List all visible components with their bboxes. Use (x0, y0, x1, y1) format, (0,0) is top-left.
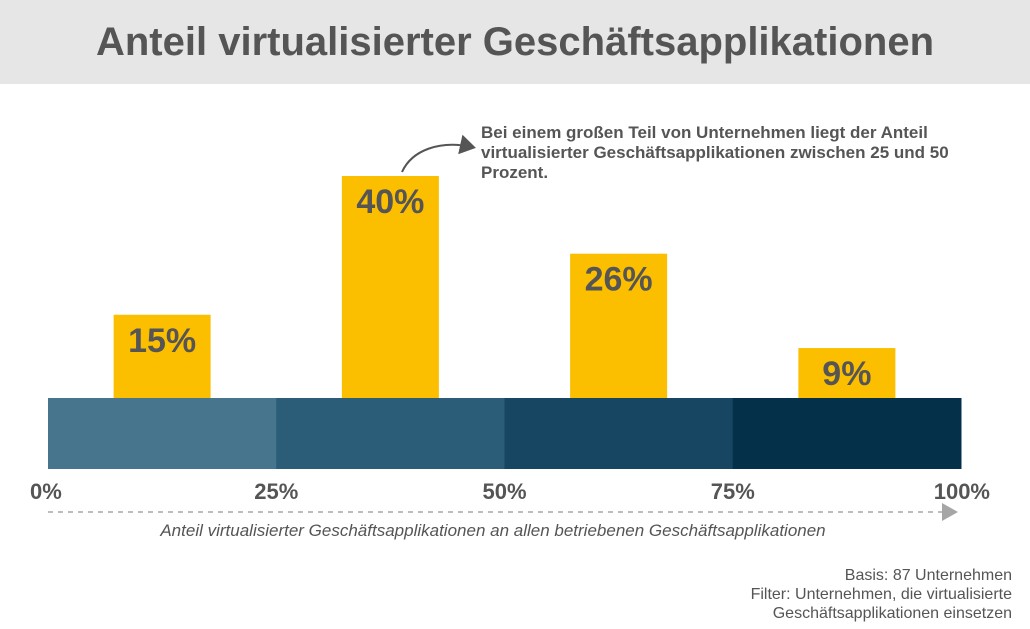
bar-2 (341, 176, 439, 398)
footnote-basis: Basis: 87 Unternehmen (844, 567, 1012, 584)
footnote: Basis: 87 Unternehmen Filter: Unternehme… (751, 566, 1012, 623)
footnote-filter-line1: Filter: Unternehmen, die virtualisierte (750, 586, 1012, 603)
annotation-arrow (401, 134, 476, 173)
x-tick-label-4: 75% (711, 479, 755, 504)
x-axis-arrow (48, 503, 958, 521)
bar-1 (113, 314, 211, 398)
x-axis-label: Anteil virtualisierter Geschäftsapplikat… (160, 521, 826, 540)
x-tick-label-5: 100% (934, 479, 990, 504)
bar-label-4: 9% (822, 355, 871, 393)
x-tick-label-2: 25% (254, 479, 298, 504)
bar-label-1: 15% (128, 322, 196, 360)
range-band-1 (48, 398, 277, 469)
range-band-2 (276, 398, 505, 469)
bar-label-3: 26% (585, 261, 653, 299)
annotation-text: Bei einem großen Teil von Unternehmen li… (481, 123, 949, 182)
bar-4 (798, 348, 896, 398)
bar-label-2: 40% (356, 183, 424, 221)
range-band-4 (732, 398, 962, 469)
range-band-3 (504, 398, 734, 469)
title-bar: Anteil virtualisierter Geschäftsapplikat… (0, 0, 1030, 84)
bar-3 (570, 253, 668, 398)
x-tick-label-3: 50% (482, 479, 526, 504)
chart-title: Anteil virtualisierter Geschäftsapplikat… (95, 19, 935, 64)
footnote-filter-line2: Geschäftsapplikationen einsetzen (772, 605, 1012, 622)
bar-chart: 15% 40% 26% 9% 0% 25% 50% 75% 100% (30, 134, 990, 521)
x-tick-label-1: 0% (30, 479, 62, 504)
